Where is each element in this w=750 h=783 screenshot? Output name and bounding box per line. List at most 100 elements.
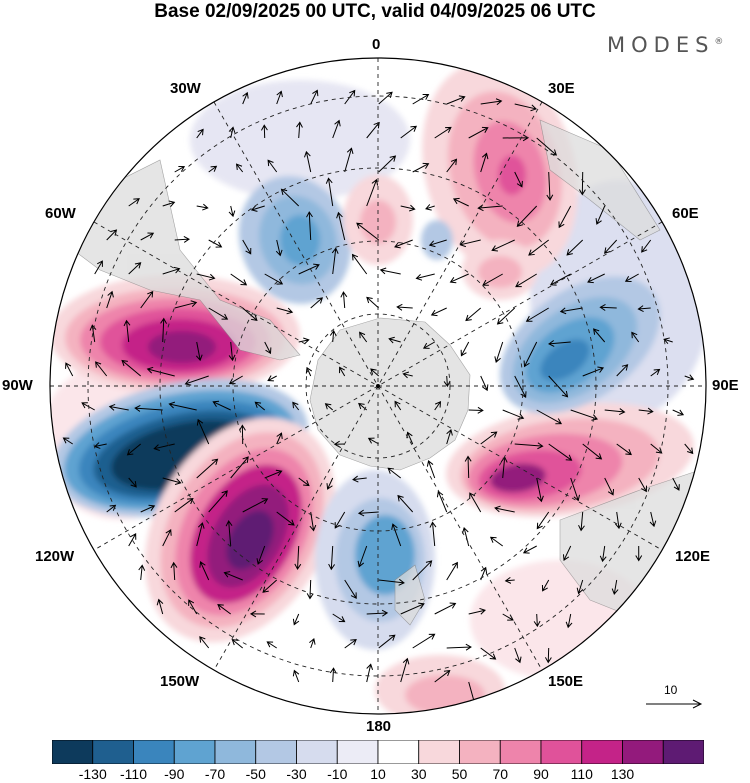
wind-arrow (332, 613, 346, 623)
colorbar-swatch (418, 740, 460, 764)
wind-arrow (366, 296, 380, 309)
colorbar-tick-label: 90 (533, 766, 549, 782)
wind-arrow (480, 98, 503, 106)
anomaly-positive-45e (462, 240, 538, 300)
wind-arrow (260, 124, 268, 139)
wind-arrow (199, 636, 210, 649)
wind-arrow (434, 126, 452, 139)
brand-mark: ® (714, 37, 724, 47)
wind-arrow (276, 90, 283, 105)
lon-label-0: 0 (372, 36, 381, 53)
wind-arrow (62, 437, 73, 445)
wind-arrow (446, 643, 472, 651)
wind-arrow (548, 340, 571, 347)
wind-arrow (196, 128, 204, 139)
wind-arrow (196, 273, 216, 281)
wind-arrow (684, 374, 695, 381)
wind-vector-field (62, 89, 695, 705)
new-zealand (394, 564, 426, 626)
wind-arrow (230, 273, 248, 286)
wind-arrow (242, 307, 258, 321)
wind-arrow (378, 578, 405, 586)
wind-arrow (230, 456, 249, 479)
wind-arrow (208, 239, 223, 248)
lon-label-90w: 90W (2, 377, 33, 394)
colorbar-swatch (92, 740, 134, 764)
wind-arrow (162, 200, 176, 207)
colorbar-swatch (581, 740, 623, 764)
wind-arrow (239, 424, 246, 445)
wind-arrow (426, 459, 436, 479)
wind-arrow (267, 375, 277, 382)
colorbar-swatch (52, 740, 94, 764)
wind-arrow (140, 232, 155, 241)
wind-arrow (446, 428, 453, 445)
wind-arrow (576, 579, 584, 595)
wind-arrow (465, 307, 482, 322)
wind-arrow (582, 443, 603, 460)
wind-arrow (415, 273, 435, 281)
colorbar-tick-label: -10 (327, 766, 348, 782)
wind-arrow (412, 560, 433, 581)
wind-arrow (378, 155, 397, 173)
wind-arrow (266, 641, 277, 649)
lon-label-60w: 60W (45, 205, 76, 222)
wind-arrow (325, 177, 334, 207)
anomaly-negative-10e (421, 220, 453, 260)
colorbar-tick-label: 50 (451, 766, 468, 782)
wind-arrow (562, 545, 572, 561)
wind-arrow (275, 239, 283, 257)
wind-arrow (242, 498, 269, 513)
wind-arrow (162, 529, 172, 547)
colorbar-tick-label: 70 (492, 766, 509, 782)
wind-arrow (298, 263, 320, 275)
colorbar-tick-label: -50 (245, 766, 266, 782)
wind-arrow (264, 469, 283, 479)
wind-arrow (548, 375, 569, 398)
wind-arrow (570, 477, 580, 502)
wind-arrow (228, 205, 236, 218)
wind-arrow (262, 579, 278, 593)
wind-arrow (296, 121, 303, 139)
wind-arrow (309, 638, 316, 649)
wind-arrow (336, 211, 346, 241)
wind-arrow (523, 341, 538, 368)
wind-arrow (528, 239, 550, 256)
wind-arrow (242, 239, 252, 255)
wind-arrow (196, 203, 209, 211)
wind-arrow (672, 477, 680, 491)
wind-arrow (522, 545, 537, 554)
wind-arrow (250, 205, 265, 212)
wind-arrow (565, 613, 573, 629)
wind-arrow (95, 361, 108, 377)
wind-arrow (359, 331, 368, 343)
wind-arrow (525, 307, 549, 322)
wind-arrow (366, 178, 379, 207)
wind-arrow (267, 159, 278, 173)
wind-arrow (128, 262, 142, 275)
wind-arrow (334, 511, 346, 529)
colorbar-tick-label: -90 (164, 766, 185, 782)
wind-arrow (443, 375, 451, 388)
wind-arrow (306, 211, 313, 241)
wind-arrow (217, 603, 232, 615)
wind-arrow (280, 188, 300, 207)
wind-arrow (208, 307, 229, 320)
colorbar-tick-label: 110 (570, 766, 593, 782)
wind-arrow (162, 477, 182, 485)
wind-arrow (326, 477, 334, 490)
wind-arrow (298, 337, 310, 345)
wind-arrow (391, 523, 402, 547)
wind-arrow (559, 307, 583, 315)
wind-arrow (324, 403, 334, 411)
wind-arrow (616, 443, 632, 456)
colorbar-swatch (499, 740, 542, 764)
wind-arrow (195, 341, 203, 362)
polar-map (49, 57, 707, 715)
wind-arrow (249, 610, 265, 618)
wind-arrow (394, 239, 413, 249)
wind-arrow (366, 663, 374, 683)
colorbar-tick-label: -70 (204, 766, 226, 782)
wind-arrow (156, 598, 164, 615)
wind-arrow (641, 239, 652, 253)
